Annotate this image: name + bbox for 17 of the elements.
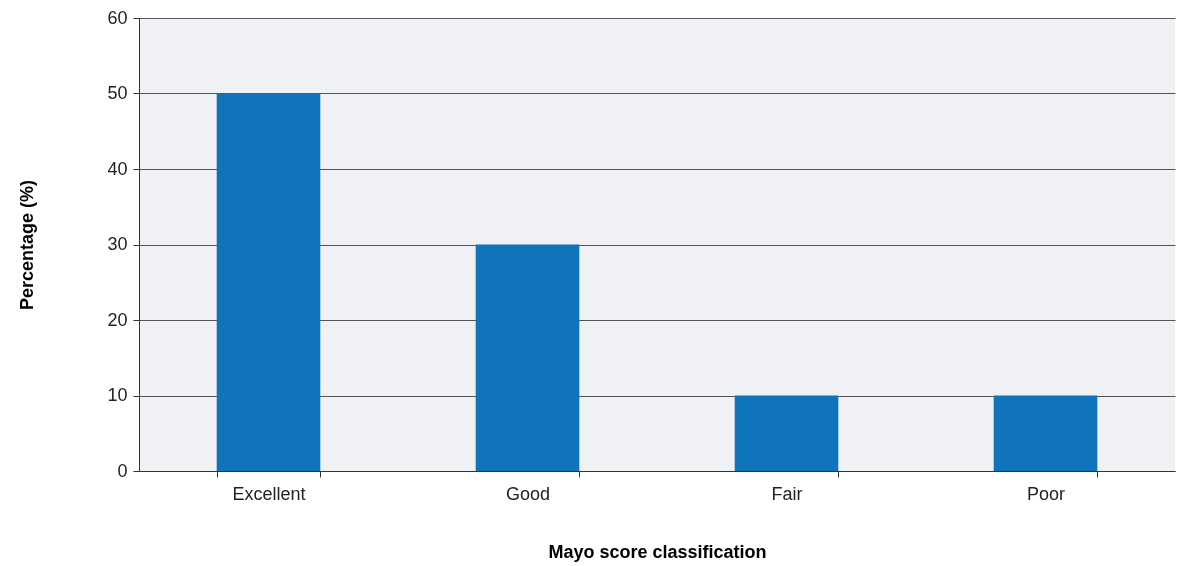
x-tick-label: Poor xyxy=(1026,483,1066,504)
y-tick-label: 10 xyxy=(107,385,128,405)
y-tick-label: 60 xyxy=(107,7,128,28)
y-tick-label: 40 xyxy=(107,158,128,179)
bar xyxy=(993,395,1098,471)
x-tick-label: Excellent xyxy=(232,483,306,504)
y-tick-label: 50 xyxy=(107,83,128,103)
x-axis-title: Mayo score classification xyxy=(548,541,767,562)
bar xyxy=(734,395,839,471)
y-axis-title: Percentage (%) xyxy=(17,179,38,311)
x-tick-label: Fair xyxy=(771,483,803,504)
y-tick-label: 20 xyxy=(107,309,128,330)
x-tick-label: Good xyxy=(505,483,551,504)
y-tick-label: 30 xyxy=(107,234,128,254)
y-tick-label: 0 xyxy=(117,460,128,481)
bar xyxy=(475,244,580,471)
bar xyxy=(216,93,321,471)
